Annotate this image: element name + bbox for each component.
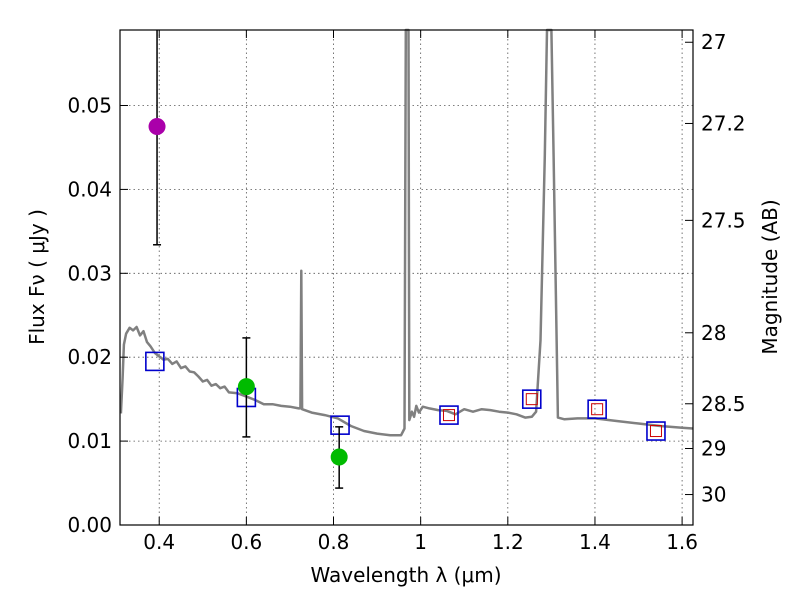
model-spectrum-line [119,28,694,437]
model-photometry-point [330,415,350,435]
x-tick-label: 0.6 [230,530,262,554]
x-tick-label: 0.4 [143,530,175,554]
y-tick-label: 0.05 [67,94,112,118]
y-axis-label: Flux Fν ( μJy ) [25,209,49,345]
y-tick-label: 0.00 [67,513,112,537]
model-photometry-point [587,399,607,420]
upper-limit-point [148,117,166,135]
measured-photometry-point [649,425,662,438]
x-axis-label: Wavelength λ (μm) [310,563,501,587]
model-photometry-point [521,389,542,409]
x-tick-label: 1.6 [666,530,698,554]
y2-tick-label: 27.2 [701,111,746,135]
plot-area [119,28,694,489]
plot-frame [119,29,694,526]
y2-tick-label: 28.5 [701,392,746,416]
grid-lines [120,30,693,525]
axes: 0.4 0.6 0.8 1 1.2 1.4 1.6 0.00 0.01 0.02 0.03 0.04 0… [67,30,746,554]
model-photometry-point [439,405,459,425]
y2-tick-label: 27.5 [701,208,746,232]
measured-photometry-point [591,403,604,416]
measured-photometry-point [525,393,538,406]
y2-axis-label: Magnitude (AB) [758,199,782,354]
model-photometry-point [145,351,165,372]
detection-point [330,448,348,466]
measured-photometry-point [442,409,455,422]
detection-point [237,378,255,396]
y2-tick-label: 30 [701,483,726,507]
y-tick-label: 0.02 [67,345,112,369]
x-tick-label: 1 [414,530,427,554]
x-tick-label: 0.8 [318,530,350,554]
x-tick-label: 1.4 [579,530,611,554]
y-tick-label: 0.04 [67,177,112,201]
y2-tick-label: 29 [701,436,726,460]
y2-tick-label: 27 [701,30,726,54]
y-tick-label: 0.03 [67,261,112,285]
x-tick-label: 1.2 [492,530,524,554]
model-photometry-point [646,421,666,441]
y-tick-label: 0.01 [67,429,112,453]
y2-tick-label: 28 [701,321,726,345]
